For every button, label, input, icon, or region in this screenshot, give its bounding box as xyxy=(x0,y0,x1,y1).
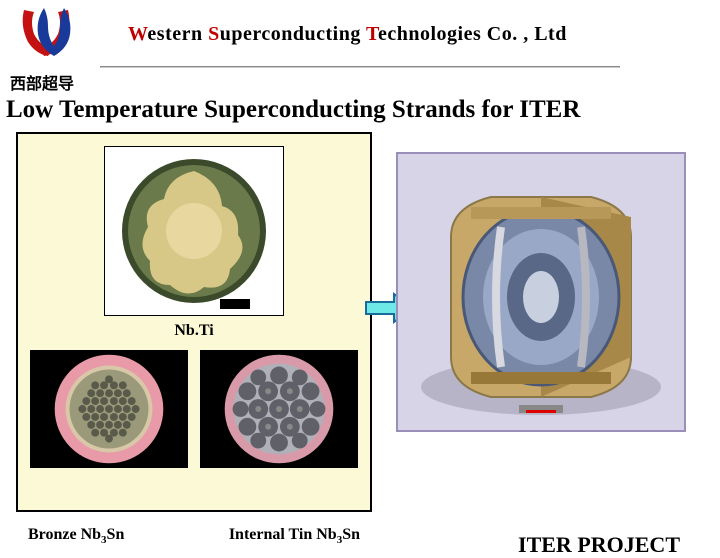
strands-panel: Nb.Ti xyxy=(16,132,372,512)
bronze-figure xyxy=(30,350,188,468)
company-logo xyxy=(14,6,98,62)
company-name: Western Superconducting Technologies Co.… xyxy=(128,23,567,46)
nbti-figure xyxy=(104,146,284,316)
bronze-label: Bronze Nb3Sn xyxy=(28,526,124,546)
internal-tin-figure xyxy=(200,350,358,468)
chinese-name: 西部超导 xyxy=(10,70,720,94)
nbti-label: Nb.Ti xyxy=(26,322,362,340)
internal-tin-label: Internal Tin Nb3Sn xyxy=(229,526,360,546)
iter-figure xyxy=(396,152,686,432)
slide-title: Low Temperature Superconducting Strands … xyxy=(6,96,720,124)
iter-caption: ITER PROJECT xyxy=(518,532,680,558)
header-rule xyxy=(100,66,620,68)
